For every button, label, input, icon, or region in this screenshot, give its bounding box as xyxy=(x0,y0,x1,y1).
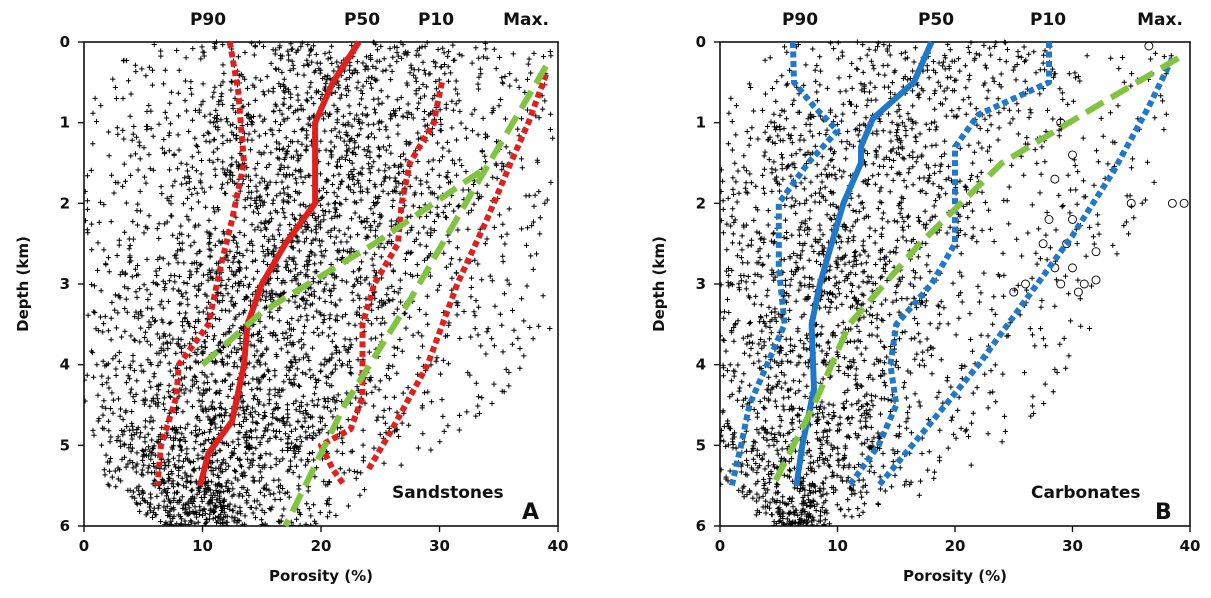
header-p10: P10 xyxy=(418,10,454,30)
y-tick-label: 5 xyxy=(696,436,706,454)
max-line xyxy=(365,73,549,472)
p50-line xyxy=(197,40,362,487)
y-tick-label: 4 xyxy=(60,356,70,374)
x-tick-label: 40 xyxy=(548,537,569,555)
open-circle-point xyxy=(1050,174,1060,184)
y-tick-label: 2 xyxy=(60,194,70,212)
open-circle-point xyxy=(1144,41,1154,51)
trend-line xyxy=(282,64,549,528)
header-p10: P10 xyxy=(1030,10,1066,30)
header-p90: P90 xyxy=(190,10,226,30)
open-circle-point xyxy=(1068,150,1077,160)
header-p50: P50 xyxy=(344,10,380,30)
panel-letter: B xyxy=(1155,500,1172,525)
x-tick-label: 40 xyxy=(1180,537,1201,555)
open-circle-point xyxy=(1044,215,1054,224)
open-circle-point xyxy=(1068,215,1077,224)
y-tick-label: 4 xyxy=(696,356,706,374)
x-tick-label: 0 xyxy=(715,537,725,555)
header-max: Max. xyxy=(503,10,549,30)
header-p50: P50 xyxy=(918,10,954,30)
x-tick-label: 30 xyxy=(1062,537,1083,555)
y-tick-label: 6 xyxy=(60,517,70,535)
open-circle-point xyxy=(1167,198,1177,208)
y-tick-label: 2 xyxy=(696,194,706,212)
open-circle-point xyxy=(1091,275,1101,285)
x-tick-label: 0 xyxy=(79,537,89,555)
x-tick-label: 30 xyxy=(429,537,450,555)
x-axis-label: Porosity (%) xyxy=(269,567,373,585)
y-axis-label: Depth (km) xyxy=(650,236,668,332)
p50-line xyxy=(793,40,935,487)
open-circle-point xyxy=(1021,279,1030,289)
open-circle-point xyxy=(1038,239,1048,249)
rock-type-label: Carbonates xyxy=(1031,483,1141,503)
y-tick-label: 5 xyxy=(60,436,70,454)
p10-line xyxy=(318,81,445,488)
y-tick-label: 3 xyxy=(696,275,706,293)
y-tick-label: 3 xyxy=(60,275,70,293)
sample-points xyxy=(720,39,1174,526)
x-tick-label: 10 xyxy=(827,537,848,555)
p90-line xyxy=(154,41,247,486)
open-circle-point xyxy=(1091,247,1101,257)
open-circle-point xyxy=(1179,198,1189,208)
trend-line xyxy=(200,168,483,367)
trend-line xyxy=(770,55,1180,488)
header-max: Max. xyxy=(1137,10,1183,30)
x-axis-label: Porosity (%) xyxy=(903,567,1007,585)
max-line xyxy=(876,56,1176,488)
p90-line xyxy=(728,41,841,487)
open-circle-point xyxy=(1073,287,1083,297)
panel-B: 0 10 20 30 40 0 1 2 3 4 5 6 Porosity (%) Depth (km) P9… xyxy=(650,10,1200,585)
y-tick-label: 1 xyxy=(696,114,706,132)
panel-letter: A xyxy=(522,500,539,525)
y-tick-label: 0 xyxy=(60,33,70,51)
header-p90: P90 xyxy=(782,10,818,30)
rock-type-label: Sandstones xyxy=(392,483,504,503)
panel-A: 0 10 20 30 40 0 1 2 3 4 5 6 Porosity (%) Depth (km) P9… xyxy=(14,10,568,585)
x-tick-label: 10 xyxy=(192,537,213,555)
x-tick-label: 20 xyxy=(945,537,966,555)
open-circle-point xyxy=(1009,287,1019,297)
open-circle-point xyxy=(1079,279,1089,289)
open-circle-point xyxy=(1068,263,1077,273)
y-tick-label: 1 xyxy=(60,114,70,132)
p10-line xyxy=(846,42,1052,488)
x-tick-label: 20 xyxy=(311,537,332,555)
y-tick-label: 0 xyxy=(696,33,706,51)
y-axis-label: Depth (km) xyxy=(14,236,32,332)
open-circle-point xyxy=(1056,279,1066,289)
open-circle-point xyxy=(1126,198,1136,208)
y-tick-label: 6 xyxy=(696,517,706,535)
